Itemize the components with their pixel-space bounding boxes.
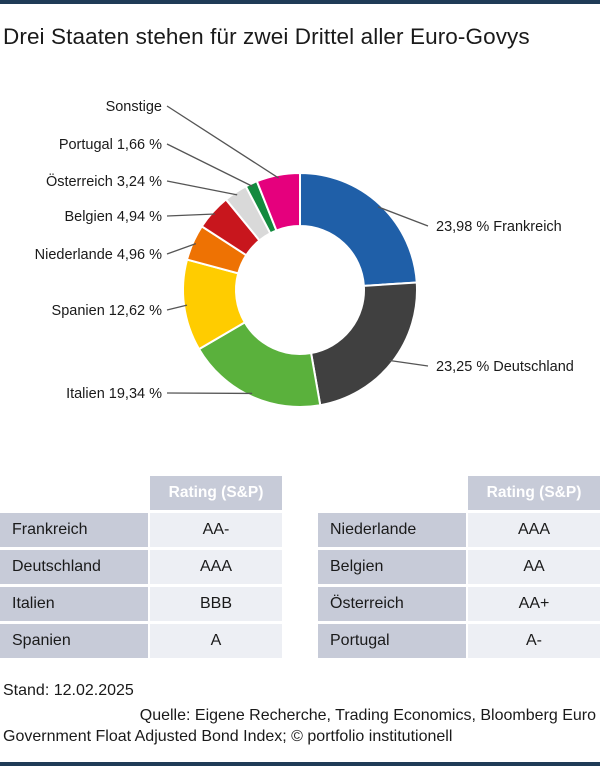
- country-cell: Österreich: [318, 587, 466, 621]
- table-row: Portugal A-: [318, 624, 600, 658]
- slice-label-niederlande: Niederlande 4,96 %: [35, 247, 162, 263]
- bottom-rule: [0, 762, 600, 766]
- source-note-line-2: Government Float Adjusted Bond Index; © …: [3, 728, 453, 745]
- table-row: Deutschland AAA: [0, 550, 282, 584]
- leader-line-frankreich: [377, 206, 429, 227]
- chart-title: Drei Staaten stehen für zwei Drittel all…: [3, 24, 530, 49]
- rating-cell: A: [148, 624, 282, 658]
- leader-line-sonstige: [166, 105, 279, 179]
- slice-label-portugal: Portugal 1,66 %: [59, 137, 162, 153]
- rating-cell: AA-: [148, 513, 282, 547]
- rating-table-right: Rating (S&P) Niederlande AAA Belgien AA …: [318, 476, 600, 658]
- header-spacer: [318, 476, 466, 510]
- country-cell: Italien: [0, 587, 148, 621]
- donut-slice-frankreich: [299, 171, 418, 287]
- table-row: Italien BBB: [0, 587, 282, 621]
- leader-line-spanien: [166, 304, 188, 311]
- slice-label-sonstige: Sonstige: [106, 99, 162, 115]
- rating-header: Rating (S&P): [148, 476, 282, 510]
- table-row: Spanien A: [0, 624, 282, 658]
- source-note-line-1: Quelle: Eigene Recherche, Trading Econom…: [139, 707, 596, 724]
- header-spacer: [0, 476, 148, 510]
- country-cell: Belgien: [318, 550, 466, 584]
- table-row: Österreich AA+: [318, 587, 600, 621]
- slice-label-deutschland: 23,25 % Deutschland: [436, 359, 574, 375]
- rating-table-left: Rating (S&P) Frankreich AA- Deutschland …: [0, 476, 282, 658]
- slice-label-osterreich: Österreich 3,24 %: [46, 172, 162, 190]
- table-row: Belgien AA: [318, 550, 600, 584]
- rating-cell: AA+: [466, 587, 600, 621]
- slice-label-italien: Italien 19,34 %: [66, 386, 162, 402]
- rating-cell: AA: [466, 550, 600, 584]
- rating-cell: AAA: [466, 513, 600, 547]
- table-row: Frankreich AA-: [0, 513, 282, 547]
- leader-line-belgien: [166, 213, 216, 217]
- table-row: Niederlande AAA: [318, 513, 600, 547]
- rating-cell: A-: [466, 624, 600, 658]
- slice-label-frankreich: 23,98 % Frankreich: [436, 219, 562, 235]
- rating-header: Rating (S&P): [466, 476, 600, 510]
- leader-line-niederlande: [166, 242, 197, 255]
- country-cell: Portugal: [318, 624, 466, 658]
- country-cell: Deutschland: [0, 550, 148, 584]
- leader-line-portugal: [166, 143, 253, 187]
- date-note: Stand: 12.02.2025: [3, 682, 134, 699]
- leader-line-osterreich: [166, 180, 238, 196]
- country-cell: Spanien: [0, 624, 148, 658]
- donut-slice-sonstige: [255, 171, 301, 232]
- rating-cell: BBB: [148, 587, 282, 621]
- slice-label-spanien: Spanien 12,62 %: [52, 303, 163, 319]
- country-cell: Niederlande: [318, 513, 466, 547]
- donut-chart: 23,98 % Frankreich 23,25 % Deutschland Ita…: [35, 99, 574, 408]
- country-cell: Frankreich: [0, 513, 148, 547]
- top-rule: [0, 0, 600, 4]
- leader-line-deutschland: [389, 359, 429, 367]
- rating-cell: AAA: [148, 550, 282, 584]
- slice-label-belgien: Belgien 4,94 %: [64, 209, 162, 225]
- donut-slice-deutschland: [309, 281, 418, 407]
